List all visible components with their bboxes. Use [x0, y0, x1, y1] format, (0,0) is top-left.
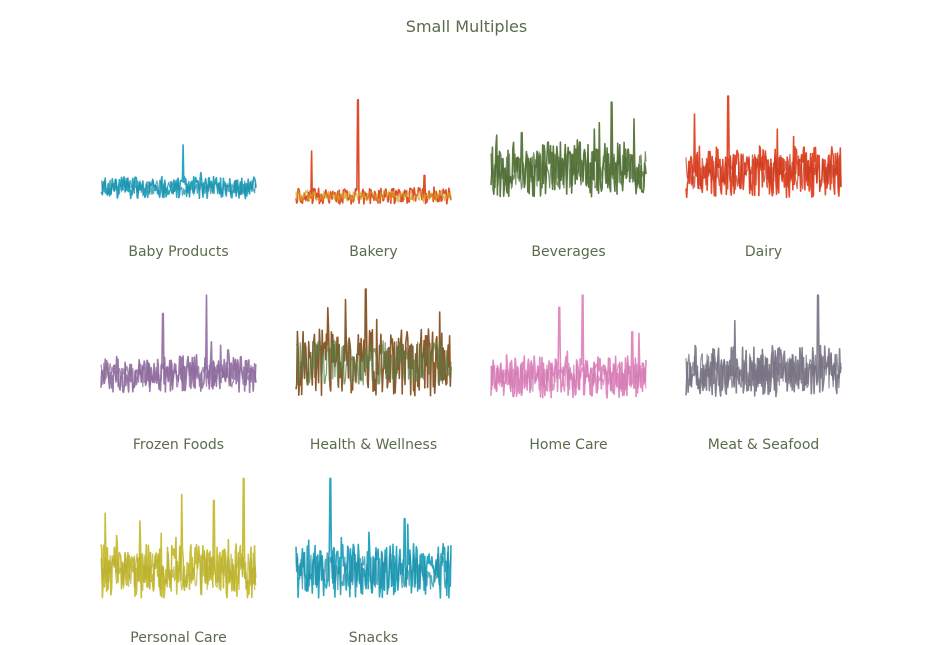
panel-home-care: Home Care	[490, 294, 647, 453]
panel-meat-and-seafood: Meat & Seafood	[685, 294, 842, 453]
panel-label-dairy: Dairy	[745, 244, 782, 260]
chart-title: Small Multiples	[405, 17, 528, 36]
series-line-secondary-personal-care	[100, 551, 257, 591]
panel-label-bakery: Bakery	[349, 244, 397, 260]
series-line-home-care	[490, 294, 647, 399]
panel-label-home-care: Home Care	[529, 437, 607, 453]
panel-dairy: Dairy	[685, 95, 842, 260]
series-line-secondary-snacks	[295, 551, 452, 591]
series-line-secondary-meat-and-seafood	[685, 352, 842, 389]
panel-personal-care: Personal Care	[100, 477, 257, 645]
series-line-secondary-home-care	[490, 362, 647, 392]
series-line-bakery	[295, 99, 452, 205]
panel-frozen-foods: Frozen Foods	[100, 294, 257, 453]
series-line-beverages	[490, 101, 647, 198]
panel-snacks: Snacks	[295, 477, 452, 645]
series-line-dairy	[685, 95, 842, 199]
series-line-secondary-beverages	[490, 149, 647, 191]
series-line-secondary-dairy	[685, 153, 842, 191]
series-line-secondary-health-and-wellness	[295, 339, 452, 386]
panel-label-beverages: Beverages	[531, 244, 605, 260]
panel-baby-products: Baby Products	[100, 144, 257, 260]
panel-label-frozen-foods: Frozen Foods	[133, 437, 224, 453]
panel-health-and-wellness: Health & Wellness	[295, 288, 452, 453]
series-line-secondary-baby-products	[100, 178, 257, 197]
series-line-baby-products	[100, 144, 257, 200]
panel-bakery: Bakery	[295, 99, 452, 260]
panel-label-personal-care: Personal Care	[130, 630, 226, 645]
series-line-secondary-frozen-foods	[100, 361, 257, 389]
panel-label-snacks: Snacks	[349, 630, 398, 645]
panel-label-meat-and-seafood: Meat & Seafood	[708, 437, 820, 453]
panel-label-baby-products: Baby Products	[128, 244, 228, 260]
series-line-health-and-wellness	[295, 288, 452, 397]
series-line-secondary-bakery	[295, 188, 452, 204]
panel-label-health-and-wellness: Health & Wellness	[310, 437, 437, 453]
panel-beverages: Beverages	[490, 101, 647, 260]
